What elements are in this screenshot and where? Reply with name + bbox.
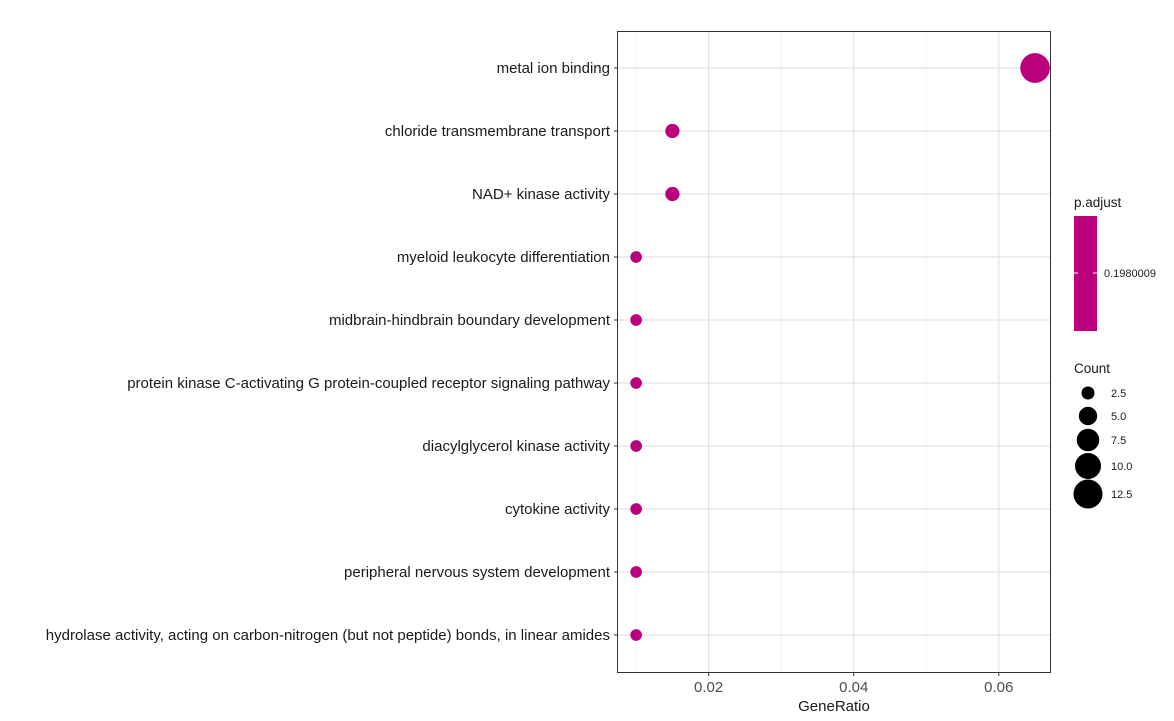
x-tick-label: 0.04: [839, 679, 868, 696]
y-axis-labels: metal ion binding chloride transmembrane …: [46, 60, 618, 644]
data-point: [630, 251, 642, 263]
y-category-label: metal ion binding: [497, 60, 610, 77]
data-point: [665, 123, 680, 139]
count-legend: Count 2.5 5.0 7.5 10.0 12.5: [1073, 361, 1132, 509]
y-category-label: chloride transmembrane transport: [385, 123, 611, 140]
y-category-label: cytokine activity: [505, 501, 611, 518]
data-point: [630, 377, 642, 389]
count-legend-key: [1078, 406, 1098, 426]
count-legend-keys: 2.5 5.0 7.5 10.0 12.5: [1073, 386, 1132, 509]
p-adjust-legend-label: 0.1980009: [1104, 268, 1156, 280]
y-category-label: diacylglycerol kinase activity: [422, 438, 610, 455]
count-legend-label: 12.5: [1111, 489, 1132, 501]
count-legend-label: 10.0: [1111, 461, 1132, 473]
y-category-label: peripheral nervous system development: [344, 564, 611, 581]
count-legend-label: 7.5: [1111, 435, 1126, 447]
data-point: [630, 314, 642, 326]
count-legend-key: [1073, 479, 1103, 509]
y-category-label: myeloid leukocyte differentiation: [397, 249, 610, 266]
count-legend-key: [1081, 386, 1095, 400]
p-adjust-colorbar: [1074, 216, 1097, 331]
data-point: [630, 440, 642, 452]
x-axis: 0.02 0.04 0.06: [694, 672, 1013, 696]
p-adjust-legend-title: p.adjust: [1074, 195, 1122, 210]
data-points: [630, 53, 1050, 641]
x-tick-label: 0.02: [694, 679, 723, 696]
data-point: [630, 629, 642, 641]
count-legend-title: Count: [1074, 361, 1110, 376]
data-point: [630, 503, 642, 515]
data-point: [1020, 53, 1050, 83]
y-category-label: NAD+ kinase activity: [472, 186, 610, 203]
y-category-label: protein kinase C-activating G protein-co…: [127, 375, 610, 392]
count-legend-label: 5.0: [1111, 411, 1126, 423]
count-legend-key: [1076, 428, 1100, 452]
x-tick-label: 0.06: [984, 679, 1013, 696]
grid-lines: [618, 31, 1051, 672]
p-adjust-legend: p.adjust 0.1980009: [1074, 195, 1156, 331]
count-legend-key: [1075, 453, 1101, 479]
data-point: [665, 186, 680, 202]
y-category-label: midbrain-hindbrain boundary development: [329, 312, 611, 329]
count-legend-label: 2.5: [1111, 388, 1126, 400]
x-axis-title: GeneRatio: [798, 698, 870, 715]
y-category-label: hydrolase activity, acting on carbon-nit…: [46, 627, 610, 644]
data-point: [630, 566, 642, 578]
panel-border: [617, 31, 1051, 673]
